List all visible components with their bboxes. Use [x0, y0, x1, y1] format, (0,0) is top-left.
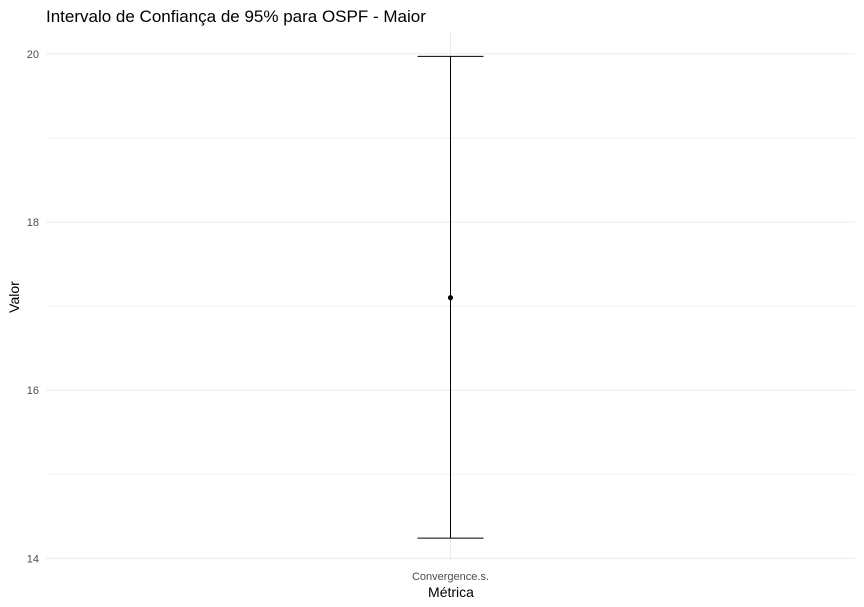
chart-title: Intervalo de Confiança de 95% para OSPF … — [46, 7, 426, 26]
error-bar — [417, 55, 484, 539]
point-estimate — [447, 295, 454, 301]
x-axis-ticks: Convergence.s. — [412, 571, 489, 583]
y-tick-label: 20 — [27, 49, 39, 61]
x-axis-title: Métrica — [428, 584, 474, 600]
y-tick-label: 16 — [27, 385, 39, 397]
plot-marks — [417, 55, 484, 539]
y-tick-label: 18 — [27, 217, 39, 229]
y-axis-title: Valor — [6, 281, 22, 313]
x-tick-label: Convergence.s. — [412, 571, 489, 583]
y-tick-label: 14 — [27, 553, 39, 565]
y-axis-ticks: 14 16 18 20 — [27, 49, 39, 565]
